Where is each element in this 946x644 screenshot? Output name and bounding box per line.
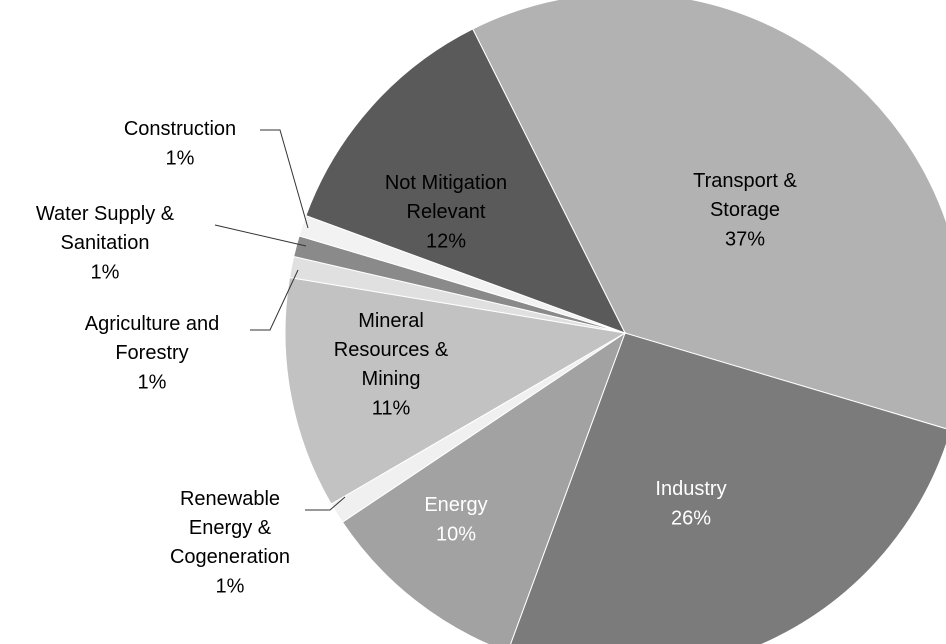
slice-label: Energy [424, 494, 487, 516]
value-label: 26% [671, 507, 711, 529]
slice-label-line: Energy & [189, 517, 272, 539]
slice-label: Agriculture and Forestry [85, 313, 220, 364]
slice-label-line: Sanitation [61, 232, 150, 254]
slice-label-line: Agriculture and [85, 313, 220, 335]
pie-slice [284, 276, 627, 505]
leader-line [214, 224, 307, 247]
slice-label-line: Storage [710, 199, 780, 221]
slice-label-line: Mining [362, 368, 421, 390]
value-label: 11% [372, 397, 411, 419]
value-label: 1% [138, 371, 167, 393]
value-label: 1% [91, 261, 120, 283]
slice-label: Mineral Resources & Mining [334, 310, 449, 390]
slice-label-line: Mineral [358, 310, 424, 332]
slice-label-line: Renewable [180, 488, 280, 510]
value-label: 1% [216, 575, 245, 597]
slice-label-line: Construction [124, 118, 236, 140]
slice-label-line: Resources & [334, 339, 449, 361]
slice-label: Not Mitigation Relevant [385, 172, 507, 223]
value-label: 10% [436, 523, 476, 545]
pie-slice [510, 332, 946, 644]
slice-label: Renewable Energy & Cogeneration [170, 488, 290, 568]
slice-label-line: Transport & [693, 170, 797, 192]
leader-line [260, 129, 309, 229]
value-label: 1% [166, 147, 195, 169]
slice-label-line: Industry [655, 478, 726, 500]
slice-label-line: Forestry [115, 342, 188, 364]
slice-label-line: Water Supply & [36, 203, 175, 225]
slice-label-line: Relevant [407, 201, 486, 223]
slice-label: Water Supply & Sanitation [36, 203, 175, 254]
pie-slice [341, 331, 627, 644]
leader-line [250, 269, 299, 331]
pie-slice [305, 28, 627, 334]
leader-line [305, 496, 346, 511]
slice-label: Construction [124, 118, 236, 140]
slice-label-line: Energy [424, 494, 487, 516]
slice-label: Industry [655, 478, 726, 500]
value-label: 12% [426, 230, 466, 252]
slice-label-line: Not Mitigation [385, 172, 507, 194]
slice-label-line: Cogeneration [170, 546, 290, 568]
pie-slice [472, 0, 946, 430]
value-label: 37% [725, 228, 765, 250]
slice-label: Transport & Storage [693, 170, 797, 221]
